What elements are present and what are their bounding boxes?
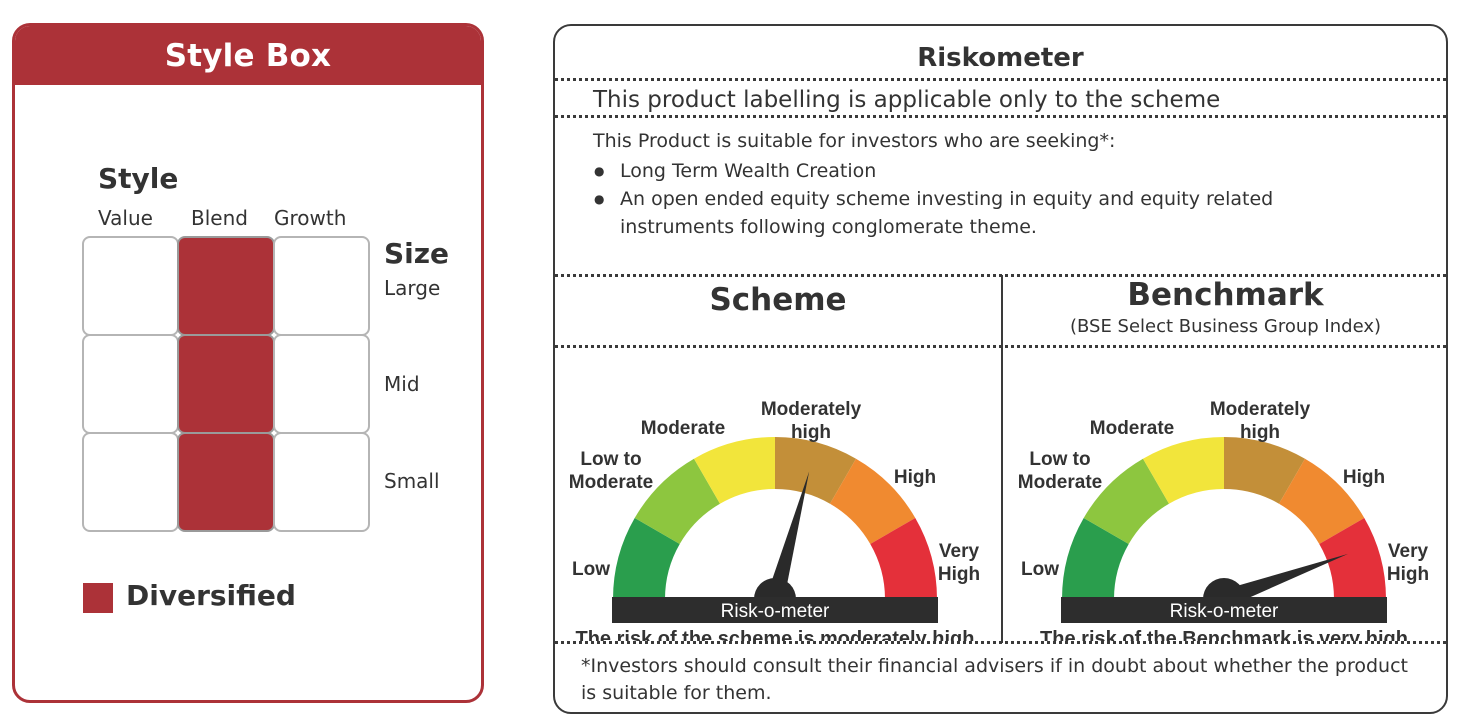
style-heading: Style xyxy=(98,162,179,195)
meter-label-very-high: Very High xyxy=(938,541,980,585)
column-label-growth: Growth xyxy=(274,206,347,230)
size-heading: Size xyxy=(384,237,450,270)
meter-label-moderate: Moderate xyxy=(641,418,725,439)
benchmark-heading: Benchmark xyxy=(1127,277,1324,313)
row-label-mid: Mid xyxy=(384,372,420,396)
meter-bar-label: Risk-o-meter xyxy=(1170,601,1279,622)
style-cell-small-growth xyxy=(272,432,370,532)
style-cell-mid-growth xyxy=(272,334,370,434)
divider xyxy=(555,78,1446,81)
style-box-title: Style Box xyxy=(15,26,481,85)
meter-label-high: High xyxy=(894,467,936,488)
meter-segment-moderately-high xyxy=(775,437,856,504)
meter-label-low-to-moderate: Low to Moderate xyxy=(1018,449,1102,493)
meter-segment-very-high xyxy=(1319,518,1386,599)
benchmark-subheading: (BSE Select Business Group Index) xyxy=(1069,316,1382,337)
style-grid xyxy=(82,236,370,532)
column-divider xyxy=(1001,275,1003,643)
meter-label-very-high: Very High xyxy=(1387,541,1429,585)
riskometer-panel: Riskometer This product labelling is app… xyxy=(553,24,1448,714)
meter-segment-low xyxy=(1062,518,1129,599)
meter-segment-moderate xyxy=(694,437,775,504)
column-label-blend: Blend xyxy=(191,206,248,230)
suitability-list: Long Term Wealth Creation An open ended … xyxy=(593,157,1393,241)
style-cell-large-growth xyxy=(272,236,370,336)
suitability-intro: This Product is suitable for investors w… xyxy=(593,130,1116,152)
meter-label-low: Low xyxy=(1021,559,1059,580)
meter-segment-very-high xyxy=(870,518,937,599)
meter-label-low: Low xyxy=(572,559,610,580)
style-cell-mid-value xyxy=(82,334,180,434)
style-cell-large-blend xyxy=(177,236,275,336)
footnote: *Investors should consult their financia… xyxy=(581,655,1408,704)
meter-segment-high xyxy=(830,458,916,544)
labelling-note: This product labelling is applicable onl… xyxy=(593,87,1221,113)
meter-base-bar xyxy=(1061,597,1387,623)
divider xyxy=(555,274,1446,277)
scheme-heading: Scheme xyxy=(709,282,847,318)
list-item: Long Term Wealth Creation xyxy=(593,157,1393,185)
meter-label-moderately-high: Moderately high xyxy=(761,399,862,443)
meter-label-moderate: Moderate xyxy=(1090,418,1174,439)
row-label-large: Large xyxy=(384,276,441,300)
divider xyxy=(555,115,1446,118)
row-label-small: Small xyxy=(384,469,440,493)
meter-label-high: High xyxy=(1343,467,1385,488)
meter-bar-label: Risk-o-meter xyxy=(721,601,830,622)
meter-caption: The risk of the Benchmark is very high xyxy=(1040,628,1408,641)
style-cell-small-value xyxy=(82,432,180,532)
meter-caption: The risk of the scheme is moderately hig… xyxy=(575,628,974,641)
scheme-riskometer: Low Low to Moderate Moderate Moderately high H… xyxy=(569,399,980,641)
meter-needle xyxy=(1220,553,1349,608)
style-box-panel: Style Box Style Value Blend Growth Size … xyxy=(12,23,484,703)
column-label-value: Value xyxy=(98,206,153,230)
meter-needle xyxy=(766,471,810,602)
meter-segment-moderate xyxy=(1143,437,1224,504)
legend-label: Diversified xyxy=(126,579,296,612)
meter-segment-low xyxy=(613,518,680,599)
meter-segment-high xyxy=(1279,458,1365,544)
meter-base-bar xyxy=(612,597,938,623)
divider xyxy=(555,641,1446,644)
benchmark-riskometer: Low Low to Moderate Moderate Moderately high H… xyxy=(1018,399,1429,641)
meter-segment-moderately-high xyxy=(1224,437,1305,504)
divider xyxy=(555,345,1446,348)
meter-label-low-to-moderate: Low to Moderate xyxy=(569,449,653,493)
meter-segment-low-to-moderate xyxy=(1083,458,1169,544)
style-cell-small-blend xyxy=(177,432,275,532)
meter-segment-low-to-moderate xyxy=(634,458,720,544)
riskometer-title: Riskometer xyxy=(917,43,1084,73)
legend-swatch xyxy=(83,583,113,613)
style-cell-large-value xyxy=(82,236,180,336)
meter-label-moderately-high: Moderately high xyxy=(1210,399,1311,443)
style-cell-mid-blend xyxy=(177,334,275,434)
list-item: An open ended equity scheme investing in… xyxy=(593,185,1393,241)
